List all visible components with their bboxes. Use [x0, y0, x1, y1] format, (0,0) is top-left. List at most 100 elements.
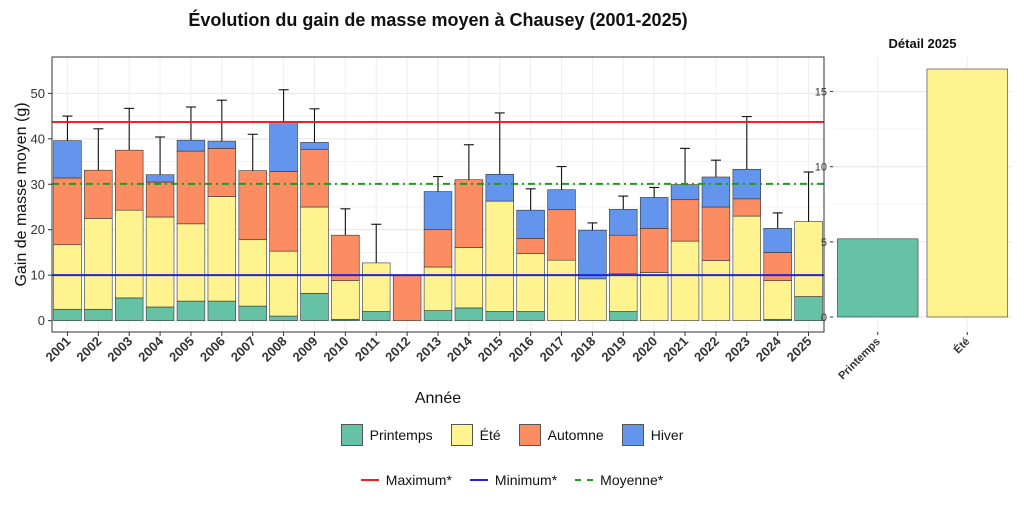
bar-été-2016	[516, 253, 545, 312]
legend-label: Printemps	[369, 427, 433, 443]
legend-label: Maximum*	[385, 472, 452, 488]
bar-automne-2001	[53, 177, 82, 246]
y-tick-label: 0	[38, 313, 45, 328]
bar-automne-2005	[176, 150, 206, 225]
x-tick-label-2005: 2005	[166, 334, 197, 365]
bar-automne-2021	[670, 199, 700, 242]
bar-été-2022	[701, 260, 731, 321]
y-tick-label: 10	[31, 268, 45, 283]
bar-hiver-2013	[423, 191, 453, 231]
bar-printemps-2007	[238, 305, 267, 321]
legend-item-printemps: Printemps	[340, 424, 433, 446]
bar-automne-2002	[84, 169, 113, 219]
x-tick-label-2016: 2016	[506, 334, 537, 365]
bar-hiver-2020	[639, 197, 669, 229]
x-tick-label-2017: 2017	[537, 334, 568, 365]
bar-hiver-2015	[485, 173, 514, 202]
x-tick-label-2024: 2024	[753, 333, 785, 365]
bar-hiver-2019	[609, 208, 638, 236]
bar-printemps-2013	[423, 310, 453, 321]
bar-été-2007	[238, 239, 267, 307]
bar-automne-2006	[207, 148, 237, 197]
detail-y-tick-label: 0	[821, 312, 827, 324]
legend-item-automne: Automne	[518, 424, 604, 446]
bar-été-2006	[207, 196, 237, 302]
legend-line-item-moyenne: Moyenne*	[575, 472, 663, 488]
x-tick-label-2012: 2012	[382, 334, 413, 365]
x-tick-label-2003: 2003	[104, 334, 135, 365]
detail-bar-printemps	[837, 238, 919, 318]
bar-hiver-2006	[207, 140, 237, 149]
legend-label: Minimum*	[494, 472, 558, 488]
bar-été-2013	[423, 266, 453, 311]
x-tick-label-2004: 2004	[135, 333, 167, 365]
bar-automne-2016	[516, 238, 545, 254]
chart-svg: Évolution du gain de masse moyen à Chaus…	[13, 9, 1012, 407]
x-tick-label-2019: 2019	[598, 334, 629, 365]
detail-y-tick-label: 15	[815, 87, 827, 99]
bar-automne-2020	[639, 228, 669, 273]
bar-automne-2012	[392, 274, 422, 321]
bar-automne-2007	[238, 170, 267, 241]
bar-été-2010	[331, 280, 360, 320]
legend-item-hiver: Hiver	[621, 424, 683, 446]
legend-swatch	[518, 424, 541, 446]
bar-été-2001	[53, 244, 82, 310]
bar-printemps-2014	[454, 307, 484, 321]
legend-fills: Printemps Été Automne Hiver	[0, 424, 1024, 446]
bar-automne-2022	[701, 206, 731, 261]
legend-swatch	[621, 424, 644, 446]
bar-été-2002	[84, 218, 113, 310]
x-tick-label-2009: 2009	[290, 334, 321, 365]
legend-label: Été	[479, 427, 501, 443]
legend-line-key	[469, 479, 488, 481]
bar-automne-2017	[547, 209, 576, 261]
bar-hiver-2024	[763, 228, 792, 253]
bar-automne-2014	[454, 179, 484, 248]
bar-été-2005	[176, 223, 206, 302]
bar-automne-2009	[300, 148, 329, 208]
bar-printemps-2002	[84, 308, 113, 321]
detail-x-tick-label: Printemps	[836, 336, 883, 383]
bar-printemps-2006	[207, 300, 237, 321]
legend-line-item-minimum: Minimum*	[469, 472, 558, 488]
legend-line-key	[575, 479, 594, 481]
bar-hiver-2008	[269, 122, 298, 172]
bar-printemps-2016	[516, 311, 545, 321]
bar-été-2009	[300, 206, 329, 294]
x-tick-label-2007: 2007	[228, 334, 259, 365]
legend-swatch	[450, 424, 473, 446]
x-tick-label-2020: 2020	[629, 334, 660, 365]
detail-y-tick-label: 5	[821, 237, 827, 249]
bar-printemps-2004	[145, 306, 175, 321]
legend-swatch	[340, 424, 363, 446]
x-axis-title: Année	[415, 390, 461, 407]
bar-printemps-2005	[176, 300, 206, 321]
bar-hiver-2005	[176, 139, 206, 152]
chart-title: Évolution du gain de masse moyen à Chaus…	[188, 9, 687, 30]
legend-lines: Maximum* Minimum* Moyenne*	[0, 472, 1024, 488]
bar-hiver-2021	[670, 184, 700, 201]
y-axis-title: Gain de masse moyen (g)	[13, 102, 30, 286]
x-tick-label-2010: 2010	[320, 334, 351, 365]
bar-printemps-2019	[609, 311, 638, 321]
bar-printemps-2025	[794, 296, 823, 321]
bar-automne-2004	[145, 181, 175, 218]
bar-automne-2013	[423, 229, 453, 268]
bar-hiver-2018	[578, 229, 607, 280]
legend-line-item-maximum: Maximum*	[360, 472, 452, 488]
detail-y-tick-label: 10	[815, 162, 827, 174]
bar-printemps-2008	[269, 315, 298, 321]
bar-été-2014	[454, 247, 484, 309]
bar-été-2004	[145, 216, 175, 308]
bar-été-2025	[794, 221, 823, 297]
bar-automne-2010	[331, 234, 360, 281]
legend-item-été: Été	[450, 424, 501, 446]
bar-été-2019	[609, 273, 638, 312]
y-tick-label: 20	[31, 222, 45, 237]
bar-printemps-2001	[53, 308, 82, 321]
detail-x-tick-label: Été	[951, 335, 972, 356]
bar-hiver-2022	[701, 176, 731, 208]
bar-été-2018	[578, 278, 607, 321]
